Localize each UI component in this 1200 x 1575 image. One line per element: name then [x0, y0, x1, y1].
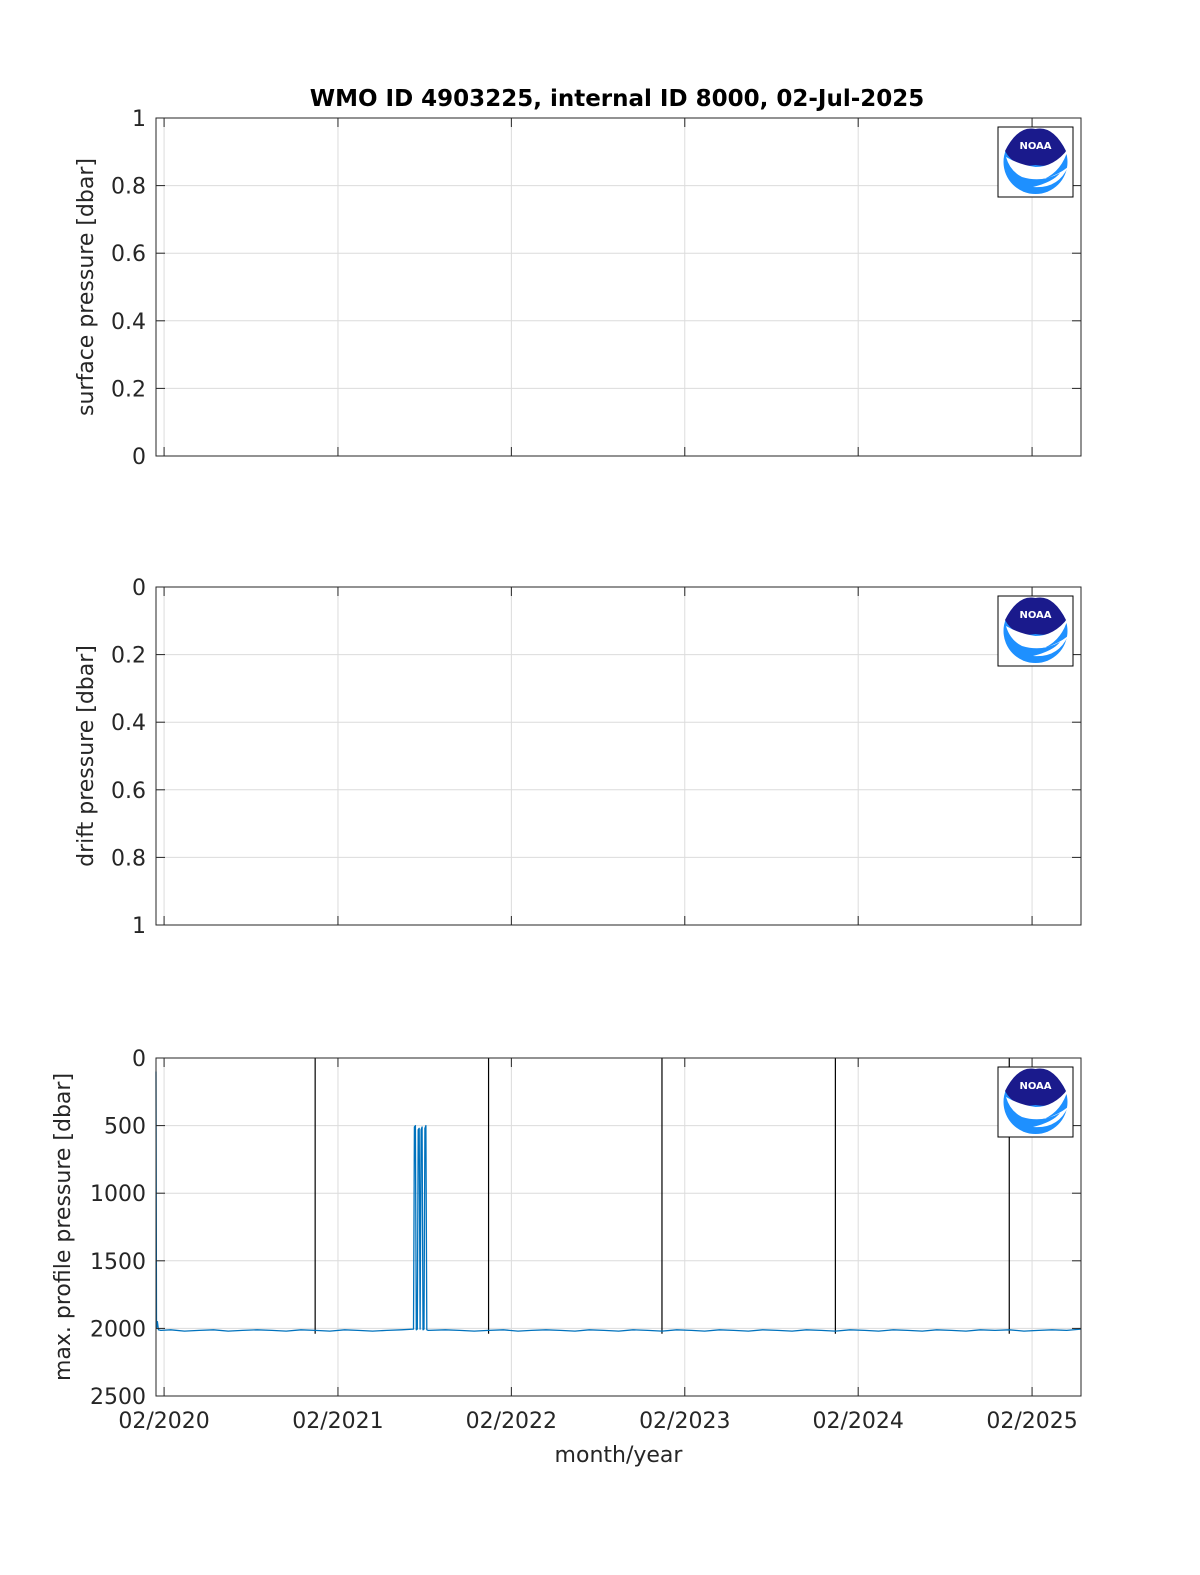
y-tick-label: 500	[104, 1115, 146, 1140]
x-tick-label: 02/2025	[986, 1409, 1077, 1434]
y-tick-label: 0.2	[111, 644, 146, 669]
x-tick-label: 02/2021	[292, 1409, 383, 1434]
y-tick-label: 1000	[90, 1182, 146, 1207]
y-tick-label: 1500	[90, 1250, 146, 1275]
noaa-logo-dark-top	[1005, 597, 1066, 635]
y-tick-label: 0	[132, 445, 146, 470]
axes-box	[155, 1057, 1082, 1397]
x-tick-label: 02/2023	[639, 1409, 730, 1434]
chart-title: WMO ID 4903225, internal ID 8000, 02-Jul…	[310, 86, 925, 112]
noaa-logo-dark-top	[1005, 128, 1066, 166]
noaa-logo: NOAA	[997, 595, 1074, 667]
chart-panel-2: 0 0.2 0.4 0.6 0.8 1 drift pressure [dbar] NOAA	[74, 576, 1082, 939]
noaa-logo-dark-top	[1005, 1068, 1066, 1106]
noaa-logo-text: NOAA	[1019, 141, 1051, 152]
y-tick-label: 2500	[90, 1385, 146, 1410]
y-tick-label: 0	[132, 1047, 146, 1072]
y-axis-label: max. profile pressure [dbar]	[51, 1073, 76, 1381]
y-axis-label: drift pressure [dbar]	[74, 645, 99, 867]
axes-box	[155, 586, 1082, 926]
y-tick-label: 2000	[90, 1317, 146, 1342]
noaa-logo: NOAA	[997, 126, 1074, 198]
y-tick-label: 0.8	[111, 846, 146, 871]
x-tick-label: 02/2020	[118, 1409, 209, 1434]
noaa-logo-text: NOAA	[1019, 610, 1051, 621]
y-tick-label: 1	[132, 914, 146, 939]
noaa-logo-gull	[1006, 618, 1068, 657]
noaa-logo-gull	[1006, 1089, 1068, 1128]
y-tick-label: 0.4	[111, 310, 146, 335]
x-tick-label: 02/2022	[466, 1409, 557, 1434]
y-tick-label: 0.8	[111, 175, 146, 200]
x-tick-label: 02/2024	[812, 1409, 903, 1434]
y-tick-label: 0.6	[111, 779, 146, 804]
x-axis-label: month/year	[555, 1443, 684, 1468]
y-axis-label: surface pressure [dbar]	[74, 158, 99, 416]
noaa-logo-text: NOAA	[1019, 1081, 1051, 1092]
noaa-logo: NOAA	[997, 1066, 1074, 1138]
y-tick-label: 0.2	[111, 377, 146, 402]
series-line	[155, 1071, 1082, 1332]
chart-panel-1: 0 0.2 0.4 0.6 0.8 1 surface pressure [dbar] NOA…	[74, 107, 1082, 470]
axes-box	[155, 117, 1082, 457]
y-tick-label: 0.6	[111, 242, 146, 267]
y-tick-label: 0	[132, 576, 146, 601]
noaa-logo-gull	[1006, 149, 1068, 188]
y-tick-label: 0.4	[111, 711, 146, 736]
y-tick-label: 1	[132, 107, 146, 132]
